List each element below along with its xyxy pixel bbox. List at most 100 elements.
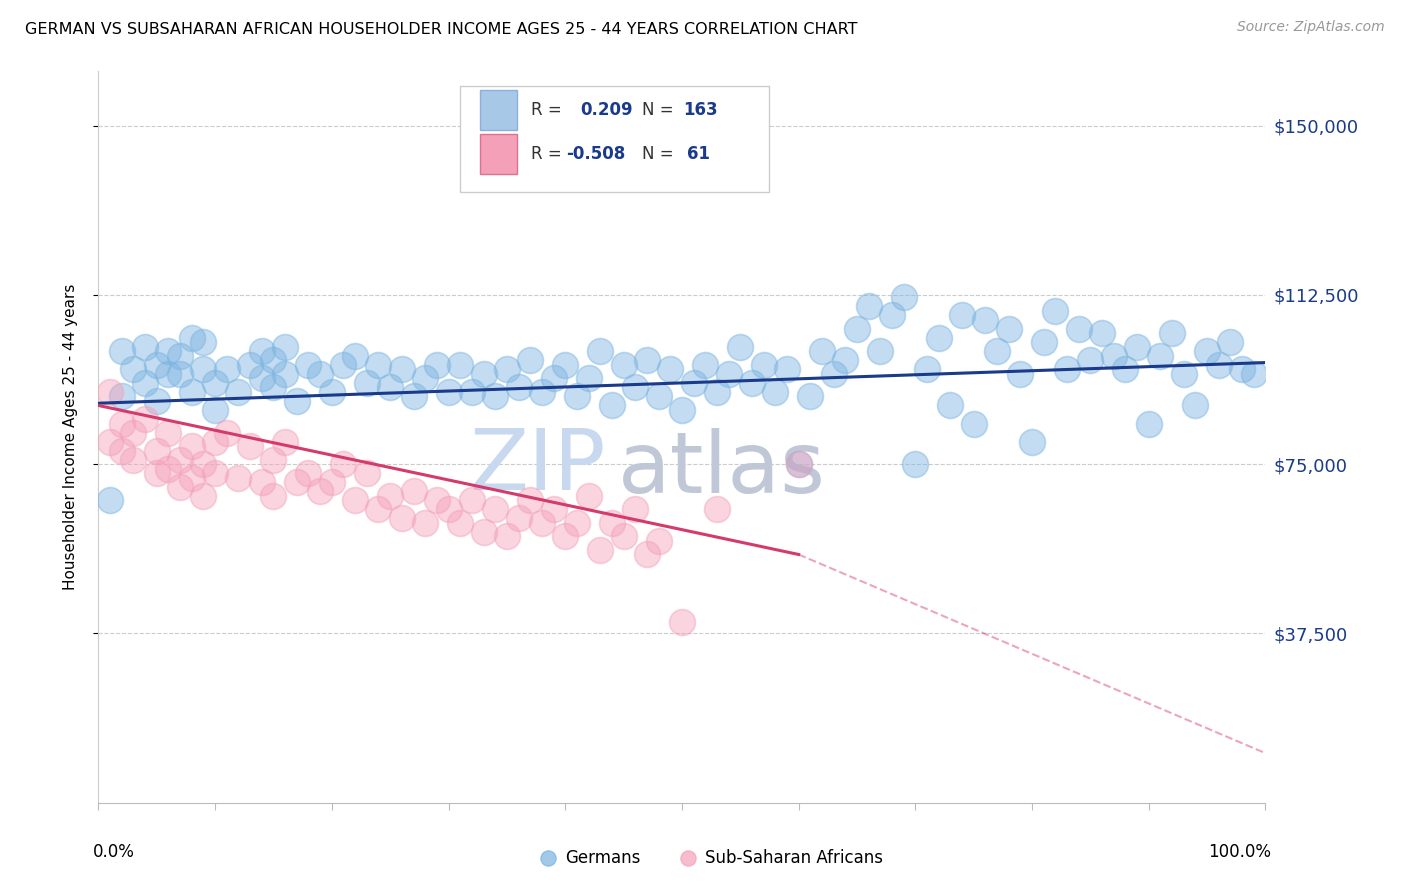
Point: [391, 362, 413, 376]
Point: [297, 358, 319, 372]
Point: [193, 489, 215, 503]
Point: [1126, 340, 1149, 354]
Point: [1021, 434, 1043, 449]
Point: [706, 502, 728, 516]
Point: [157, 367, 180, 381]
Point: [565, 516, 588, 530]
Point: [730, 340, 752, 354]
Point: [461, 384, 484, 399]
Point: [893, 290, 915, 304]
Point: [122, 362, 145, 376]
Point: [676, 796, 699, 810]
Point: [262, 489, 284, 503]
Point: [717, 367, 740, 381]
Point: [134, 340, 156, 354]
Point: [858, 299, 880, 313]
Point: [600, 399, 623, 413]
Point: [647, 389, 669, 403]
Point: [1184, 399, 1206, 413]
Point: [787, 457, 810, 471]
Point: [1161, 326, 1184, 341]
Point: [484, 389, 506, 403]
Point: [613, 358, 636, 372]
Point: [496, 362, 519, 376]
Point: [543, 502, 565, 516]
Point: [297, 466, 319, 480]
Point: [986, 344, 1008, 359]
Point: [157, 461, 180, 475]
Point: [204, 376, 226, 390]
Point: [915, 362, 938, 376]
Point: [496, 529, 519, 543]
Y-axis label: Householder Income Ages 25 - 44 years: Householder Income Ages 25 - 44 years: [63, 284, 77, 591]
Point: [169, 367, 191, 381]
Point: [1114, 362, 1136, 376]
Point: [204, 434, 226, 449]
Point: [787, 457, 810, 471]
Point: [426, 358, 449, 372]
Point: [695, 358, 717, 372]
Point: [402, 484, 425, 499]
Point: [472, 524, 495, 539]
Point: [380, 380, 402, 394]
Point: [682, 376, 704, 390]
Point: [1137, 417, 1160, 431]
Point: [146, 466, 169, 480]
Point: [285, 475, 308, 490]
Point: [98, 493, 121, 508]
Text: atlas: atlas: [617, 428, 825, 511]
Point: [274, 434, 297, 449]
Point: [157, 425, 180, 440]
Point: [869, 344, 891, 359]
Point: [962, 417, 984, 431]
Point: [367, 502, 389, 516]
Point: [122, 425, 145, 440]
Point: [939, 399, 962, 413]
Point: [309, 484, 332, 499]
Point: [413, 516, 436, 530]
Point: [146, 394, 169, 409]
Point: [321, 475, 343, 490]
Point: [1091, 326, 1114, 341]
Point: [204, 403, 226, 417]
Text: 0.0%: 0.0%: [93, 843, 135, 861]
Point: [215, 425, 238, 440]
Point: [741, 376, 763, 390]
Text: N =: N =: [643, 101, 679, 119]
Point: [1219, 335, 1241, 350]
Point: [530, 384, 553, 399]
Point: [600, 516, 623, 530]
Point: [274, 367, 297, 381]
Point: [228, 471, 250, 485]
Point: [250, 475, 273, 490]
Point: [834, 353, 856, 368]
Point: [413, 371, 436, 385]
Point: [239, 439, 262, 453]
Point: [98, 384, 121, 399]
Point: [332, 358, 354, 372]
Point: [262, 353, 284, 368]
Point: [180, 384, 202, 399]
Text: -0.508: -0.508: [567, 145, 626, 162]
Point: [530, 516, 553, 530]
Point: [880, 308, 903, 322]
Point: [904, 457, 927, 471]
Point: [636, 548, 658, 562]
Point: [98, 434, 121, 449]
Point: [519, 353, 541, 368]
Point: [111, 389, 134, 403]
Text: R =: R =: [531, 101, 568, 119]
Text: 0.209: 0.209: [581, 101, 633, 119]
Point: [543, 371, 565, 385]
Point: [204, 466, 226, 480]
Point: [508, 511, 530, 525]
Bar: [479, 134, 517, 174]
Point: [193, 335, 215, 350]
Point: [1173, 367, 1195, 381]
Point: [613, 529, 636, 543]
Point: [763, 384, 786, 399]
Point: [262, 380, 284, 394]
Point: [671, 615, 693, 630]
Bar: [479, 90, 517, 130]
Point: [974, 312, 997, 326]
